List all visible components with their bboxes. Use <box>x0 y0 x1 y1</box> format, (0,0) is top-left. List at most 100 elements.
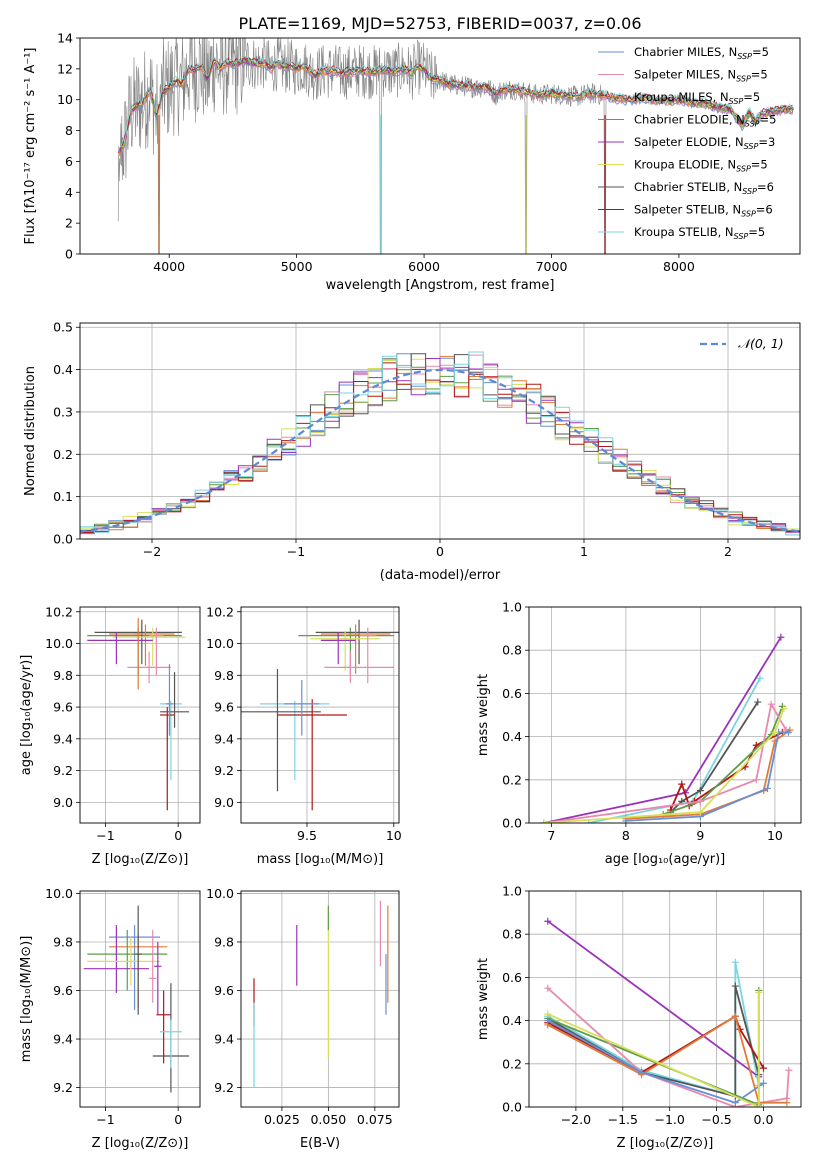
weight-marker <box>540 819 548 823</box>
weight-line-chabrier_miles <box>547 1019 765 1104</box>
axes-frame <box>79 37 801 255</box>
plot-area <box>80 351 800 538</box>
legend-label-chabrier_stelib: Chabrier STELIB, NSSP=6 <box>634 180 774 196</box>
legend-nssp: =6 <box>756 203 773 217</box>
x-tick-label: −2.0 <box>561 1112 591 1127</box>
y-tick-label: 9.4 <box>214 1032 234 1047</box>
y-tick-label: 14 <box>57 31 73 46</box>
y-tick-label: 0.0 <box>502 816 522 831</box>
y-tick-label: 0.2 <box>53 447 73 462</box>
weight-marker <box>638 1068 646 1076</box>
x-tick-label: 0 <box>174 1112 182 1127</box>
weight-marker <box>785 1066 793 1074</box>
y-tick-label: 0.4 <box>502 729 522 744</box>
x-tick-label: 10 <box>767 828 783 843</box>
weight-marker <box>755 1103 763 1107</box>
weight-marker <box>767 700 775 708</box>
legend-name: Chabrier STELIB, N <box>634 180 742 194</box>
weight-line-chabrier_elodie <box>547 990 760 1107</box>
y-tick-label: 9.6 <box>214 983 234 998</box>
y-tick-label: 0.6 <box>502 970 522 985</box>
y-tick-label: 10.0 <box>206 636 234 651</box>
model-spectrum-salpeter_elodie <box>118 58 793 154</box>
weight-marker <box>544 1017 552 1025</box>
weight-marker <box>783 1099 791 1107</box>
weight-marker <box>759 1064 767 1072</box>
legend-nssp: =5 <box>751 158 768 172</box>
y-tick-label: 9.6 <box>214 700 234 715</box>
legend-subscript: SSP <box>744 142 759 151</box>
x-tick-label: 5000 <box>281 259 313 274</box>
weight-marker <box>755 989 763 997</box>
y-tick-label: 9.2 <box>53 1080 73 1095</box>
x-tick-label: −1 <box>287 544 305 559</box>
x-tick-label: 4000 <box>153 259 185 274</box>
legend-nssp: =5 <box>760 113 777 127</box>
x-tick-label: 0.025 <box>264 1112 300 1127</box>
legend-nssp: =5 <box>752 45 769 59</box>
y-tick-label: 6 <box>65 154 73 169</box>
weight-line-kroupa_elodie <box>547 992 760 1107</box>
x-tick-label: −0.5 <box>701 1112 731 1127</box>
y-axis-label: age [log₁₀(age/yr)] <box>19 655 34 776</box>
y-tick-label: 0.8 <box>502 643 522 658</box>
axes-age_vs_Z: −1 0 9.0 9.2 9.4 9.6 9.8 10.0 10.2 Z [log₁₀(Z/Z⊙)… <box>19 604 201 867</box>
axes-mass_vs_ebv: 0.025 0.050 0.075 9.2 9.4 9.6 9.8 10.0 E(B-V) <box>206 886 400 1151</box>
x-tick-label: 8 <box>622 828 630 843</box>
weight-marker <box>731 958 739 966</box>
x-tick-label: 10 <box>386 828 402 843</box>
legend-nssp: =3 <box>758 135 775 149</box>
y-tick-label: 10.2 <box>45 604 73 619</box>
y-axis-label: mass [log₁₀(M/M⊙)] <box>19 936 34 1063</box>
legend-label-kroupa_stelib: Kroupa STELIB, NSSP=5 <box>634 225 765 241</box>
x-axis-label: E(B-V) <box>300 1136 340 1151</box>
legend-name: Salpeter ELODIE, N <box>634 135 744 149</box>
y-tick-label: 9.2 <box>53 763 73 778</box>
weight-line-chabrier_stelib <box>669 701 759 813</box>
weight-marker <box>696 787 704 795</box>
x-tick-label: 0 <box>436 544 444 559</box>
legend-name: Kroupa MILES, N <box>634 90 729 104</box>
y-tick-label: 4 <box>65 185 73 200</box>
normal-curve <box>80 368 800 533</box>
legend-nssp: =5 <box>748 225 765 239</box>
y-tick-label: 0.0 <box>502 1100 522 1115</box>
plots-layer: 4000 5000 6000 7000 800002468101214Chabrier … <box>19 31 802 1151</box>
y-tick-label: 1.0 <box>502 600 522 615</box>
weight-marker <box>731 1012 739 1020</box>
legend-subscript: SSP <box>734 232 749 241</box>
y-tick-label: 9.0 <box>214 795 234 810</box>
legend-nssp: =5 <box>751 68 768 82</box>
weight-marker <box>731 982 739 990</box>
x-tick-label: 0.050 <box>310 1112 346 1127</box>
histogram-kroupa_stelib <box>80 351 800 536</box>
y-tick-label: 10.2 <box>206 604 234 619</box>
y-tick-label: 0.3 <box>53 404 73 419</box>
y-tick-label: 9.8 <box>53 934 73 949</box>
legend-name: Chabrier MILES, N <box>634 45 737 59</box>
x-tick-label: 8000 <box>663 259 695 274</box>
x-tick-label: −1.0 <box>655 1112 685 1127</box>
x-tick-label: −1.5 <box>608 1112 638 1127</box>
weight-line-kroupa_elodie <box>543 708 785 823</box>
legend-label-salpeter_elodie: Salpeter ELODIE, NSSP=3 <box>634 135 775 151</box>
axes-weight_vs_Z: −2.0 −1.5 −1.0 −0.5 0.0 0.0 0.2 0.4 0.6 0.8 1.0 Z [… <box>476 884 802 1151</box>
axes-age_vs_mass: 9.5 10 9.0 9.2 9.4 9.6 9.8 10.0 10.2 mass [log₁₀(… <box>206 604 402 867</box>
legend-name: Kroupa STELIB, N <box>634 225 734 239</box>
model-spectrum-salpeter_stelib <box>117 56 793 153</box>
x-tick-label: 0.075 <box>357 1112 393 1127</box>
axes-frame <box>79 606 201 824</box>
axes-frame <box>528 606 802 824</box>
y-tick-label: 9.0 <box>53 795 73 810</box>
weight-line-salpeter_elodie <box>547 920 760 1078</box>
x-tick-label: 2 <box>724 544 732 559</box>
axes-frame <box>79 322 801 540</box>
legend-nssp: =6 <box>757 180 774 194</box>
weight-marker <box>622 817 630 823</box>
y-tick-label: 9.8 <box>214 668 234 683</box>
legend-name: Salpeter MILES, N <box>634 68 736 82</box>
y-tick-label: 9.6 <box>53 700 73 715</box>
y-axis-label: mass weight <box>476 674 491 756</box>
weight-marker <box>696 808 704 816</box>
x-axis-label: (data-model)/error <box>380 568 501 583</box>
